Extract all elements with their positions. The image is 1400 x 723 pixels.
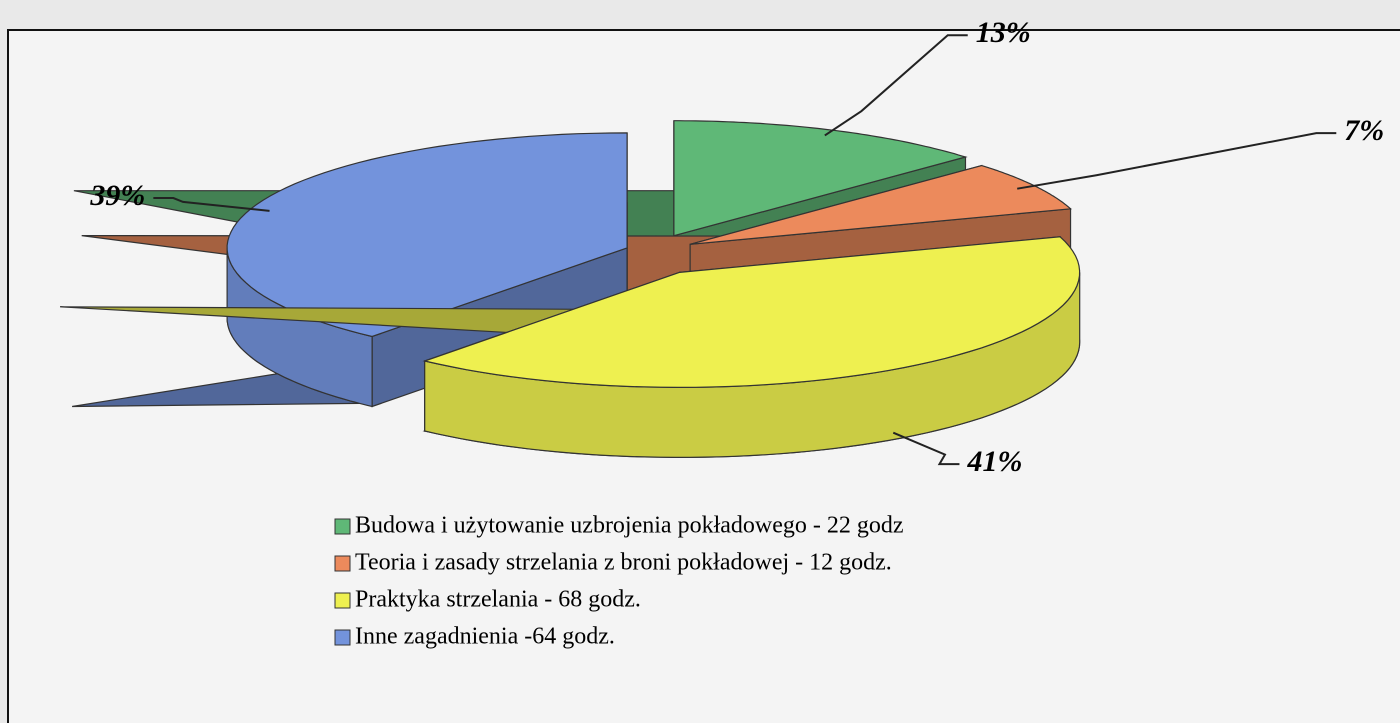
leader-line [824, 34, 968, 137]
legend-swatch [334, 518, 351, 535]
leader-line [153, 197, 270, 212]
slice [422, 236, 1081, 389]
legend-swatch [334, 555, 351, 572]
leader-line [1017, 132, 1337, 190]
value-label: 41% [966, 445, 1022, 478]
legend-label: Inne zagadnienia -64 godz. [355, 624, 615, 650]
legend-label: Budowa i użytowanie uzbrojenia pokładowe… [355, 513, 904, 539]
legend-label: Praktyka strzelania - 68 godz. [355, 587, 641, 613]
legend-label: Teoria i zasady strzelania z broni pokła… [355, 550, 892, 576]
value-label: 13% [976, 16, 1031, 49]
value-label: 7% [1344, 114, 1384, 147]
value-label: 39% [89, 179, 145, 212]
legend-swatch [334, 629, 351, 646]
leader-line [892, 431, 960, 466]
legend-swatch [334, 592, 351, 609]
